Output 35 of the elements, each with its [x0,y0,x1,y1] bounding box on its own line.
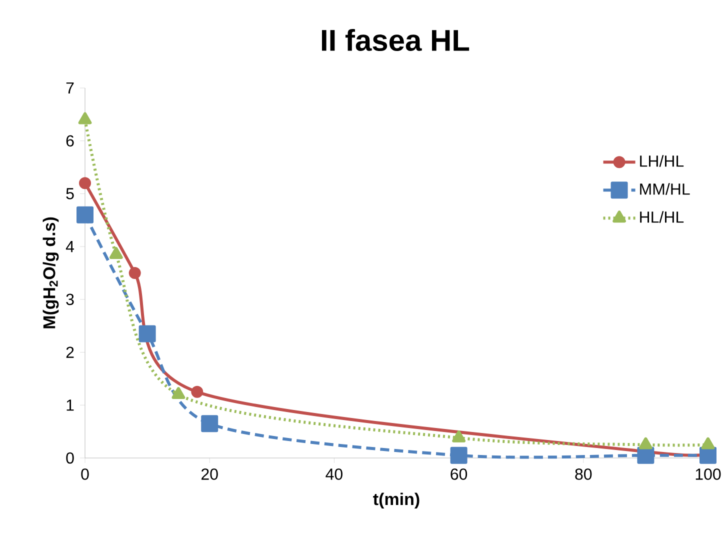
y-tick-label: 4 [66,241,74,252]
point [191,386,204,398]
y-tick-label: 2 [66,346,74,358]
y-axis-title: M(gH$_{2}$O/g d.s) [42,217,59,328]
point [201,415,218,432]
point [452,430,466,442]
x-tick-label: 40 [326,468,342,480]
point [172,387,186,400]
x-tick-label: 20 [202,468,218,480]
y-tick-label: 5 [66,188,74,200]
point [128,266,141,279]
x-tick-label: 80 [575,468,592,480]
point [138,325,156,342]
legend-label: HL/HL [640,211,684,223]
x-axis-title: t(min) [373,492,420,509]
point [109,246,123,259]
y-tick-label: 0 [66,452,74,464]
point [76,206,94,224]
y-tick-label: 7 [66,82,74,94]
point [637,446,654,464]
x-tick-label: 0 [81,468,89,480]
y-tick-label: 1 [66,400,74,411]
point [78,112,92,124]
point [701,437,715,450]
y-tick-label: 3 [66,294,74,306]
y-tick-label: 6 [66,135,74,147]
point [450,446,468,464]
point [700,446,716,464]
point [79,177,92,190]
x-tick-label: 100 [696,468,721,480]
legend-label: MM/HL [640,183,690,195]
x-tick-label: 60 [450,468,468,480]
legend-label: LH/HL [640,155,684,167]
chart-title: II fasea HL [322,28,470,52]
point [639,437,652,450]
